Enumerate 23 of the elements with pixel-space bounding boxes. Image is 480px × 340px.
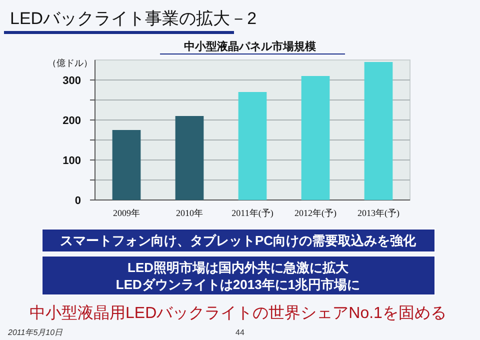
bar bbox=[364, 62, 393, 200]
bar bbox=[301, 76, 330, 200]
x-tick-label: 2010年 bbox=[176, 208, 203, 218]
text: LEDダウンライトは2013年に1兆円市場に bbox=[116, 277, 360, 292]
bar bbox=[175, 116, 204, 200]
bar bbox=[112, 130, 141, 200]
y-axis-title: （億ドル） bbox=[48, 58, 92, 68]
text: 2011年5月10日 bbox=[7, 328, 64, 337]
y-tick-label: 200 bbox=[62, 115, 81, 127]
chart-subtitle: 中小型液晶パネル市場規模 bbox=[184, 40, 317, 53]
x-tick-label: 2009年 bbox=[113, 208, 140, 218]
text: 44 bbox=[236, 328, 245, 337]
x-tick-label: 2013年(予) bbox=[358, 208, 400, 218]
x-tick-label: 2012年(予) bbox=[294, 208, 336, 218]
x-tick-label: 2011年(予) bbox=[232, 208, 274, 218]
bar bbox=[238, 92, 267, 200]
y-tick-label: 300 bbox=[62, 75, 81, 87]
text: スマートフォン向け、タブレットPC向けの需要取込みを強化 bbox=[60, 233, 418, 248]
text: 中小型液晶用LEDバックライトの世界シェアNo.1を固める bbox=[30, 304, 446, 322]
y-tick-label: 0 bbox=[74, 195, 81, 207]
y-tick-label: 100 bbox=[62, 155, 81, 167]
chart-title: LEDバックライト事業の拡大－2 bbox=[10, 9, 257, 28]
text: LED照明市場は国内外共に急激に拡大 bbox=[128, 260, 350, 275]
